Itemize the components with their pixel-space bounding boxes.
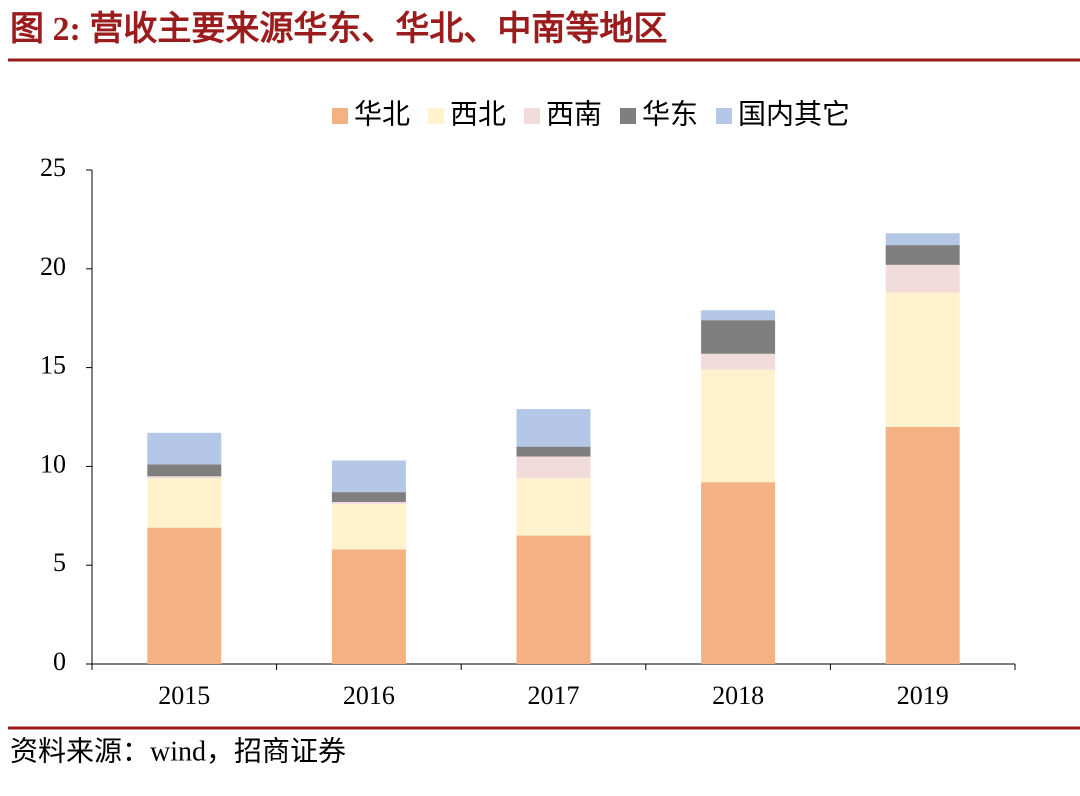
bar-segment — [885, 292, 960, 427]
source-note: 资料来源：wind，招商证券 — [10, 735, 346, 767]
page-title: 图 2: 营收主要来源华东、华北、中南等地区 — [10, 9, 667, 48]
bar-segment — [885, 264, 960, 293]
bar-segment — [331, 503, 406, 550]
x-tick-label: 2017 — [528, 681, 580, 710]
x-tick-label: 2015 — [158, 681, 210, 710]
legend-swatch — [332, 108, 348, 124]
bar-segment — [885, 426, 960, 664]
bar-segment — [147, 432, 222, 465]
bar-segment — [147, 476, 222, 479]
bar-segment — [516, 535, 591, 664]
legend-label: 华北 — [354, 98, 410, 130]
bar-segment — [516, 409, 591, 447]
bar-segment — [331, 501, 406, 504]
y-tick-label: 5 — [53, 548, 66, 577]
legend-label: 西北 — [450, 99, 506, 130]
y-tick-label: 25 — [40, 153, 66, 182]
bar-segment — [701, 482, 776, 664]
y-tick-label: 20 — [40, 252, 66, 281]
bar-segment — [331, 492, 406, 502]
x-tick-label: 2016 — [343, 681, 395, 710]
y-tick-label: 0 — [53, 647, 66, 676]
bar-segment — [516, 456, 591, 479]
legend-label: 国内其它 — [738, 98, 850, 130]
bar-segment — [331, 549, 406, 664]
bar-segment — [147, 478, 222, 528]
legend-swatch — [428, 108, 444, 124]
bar-segment — [701, 310, 776, 321]
bar-segment — [701, 369, 776, 483]
legend-swatch — [524, 108, 540, 124]
bar-segment — [331, 460, 406, 493]
bar-segment — [701, 353, 776, 370]
bar-segment — [147, 464, 222, 477]
y-tick-label: 10 — [40, 449, 66, 478]
legend-swatch — [620, 108, 636, 124]
bar-segment — [885, 245, 960, 265]
legend-label: 华东 — [642, 98, 698, 130]
legend-label: 西南 — [546, 98, 602, 130]
legend-swatch — [716, 108, 732, 124]
x-tick-label: 2019 — [897, 681, 949, 710]
bar-segment — [516, 446, 591, 457]
y-tick-label: 15 — [40, 351, 66, 380]
bar-segment — [885, 233, 960, 246]
bar-segment — [701, 320, 776, 354]
x-tick-label: 2018 — [712, 681, 764, 710]
bar-segment — [516, 478, 591, 536]
bar-segment — [147, 527, 222, 664]
